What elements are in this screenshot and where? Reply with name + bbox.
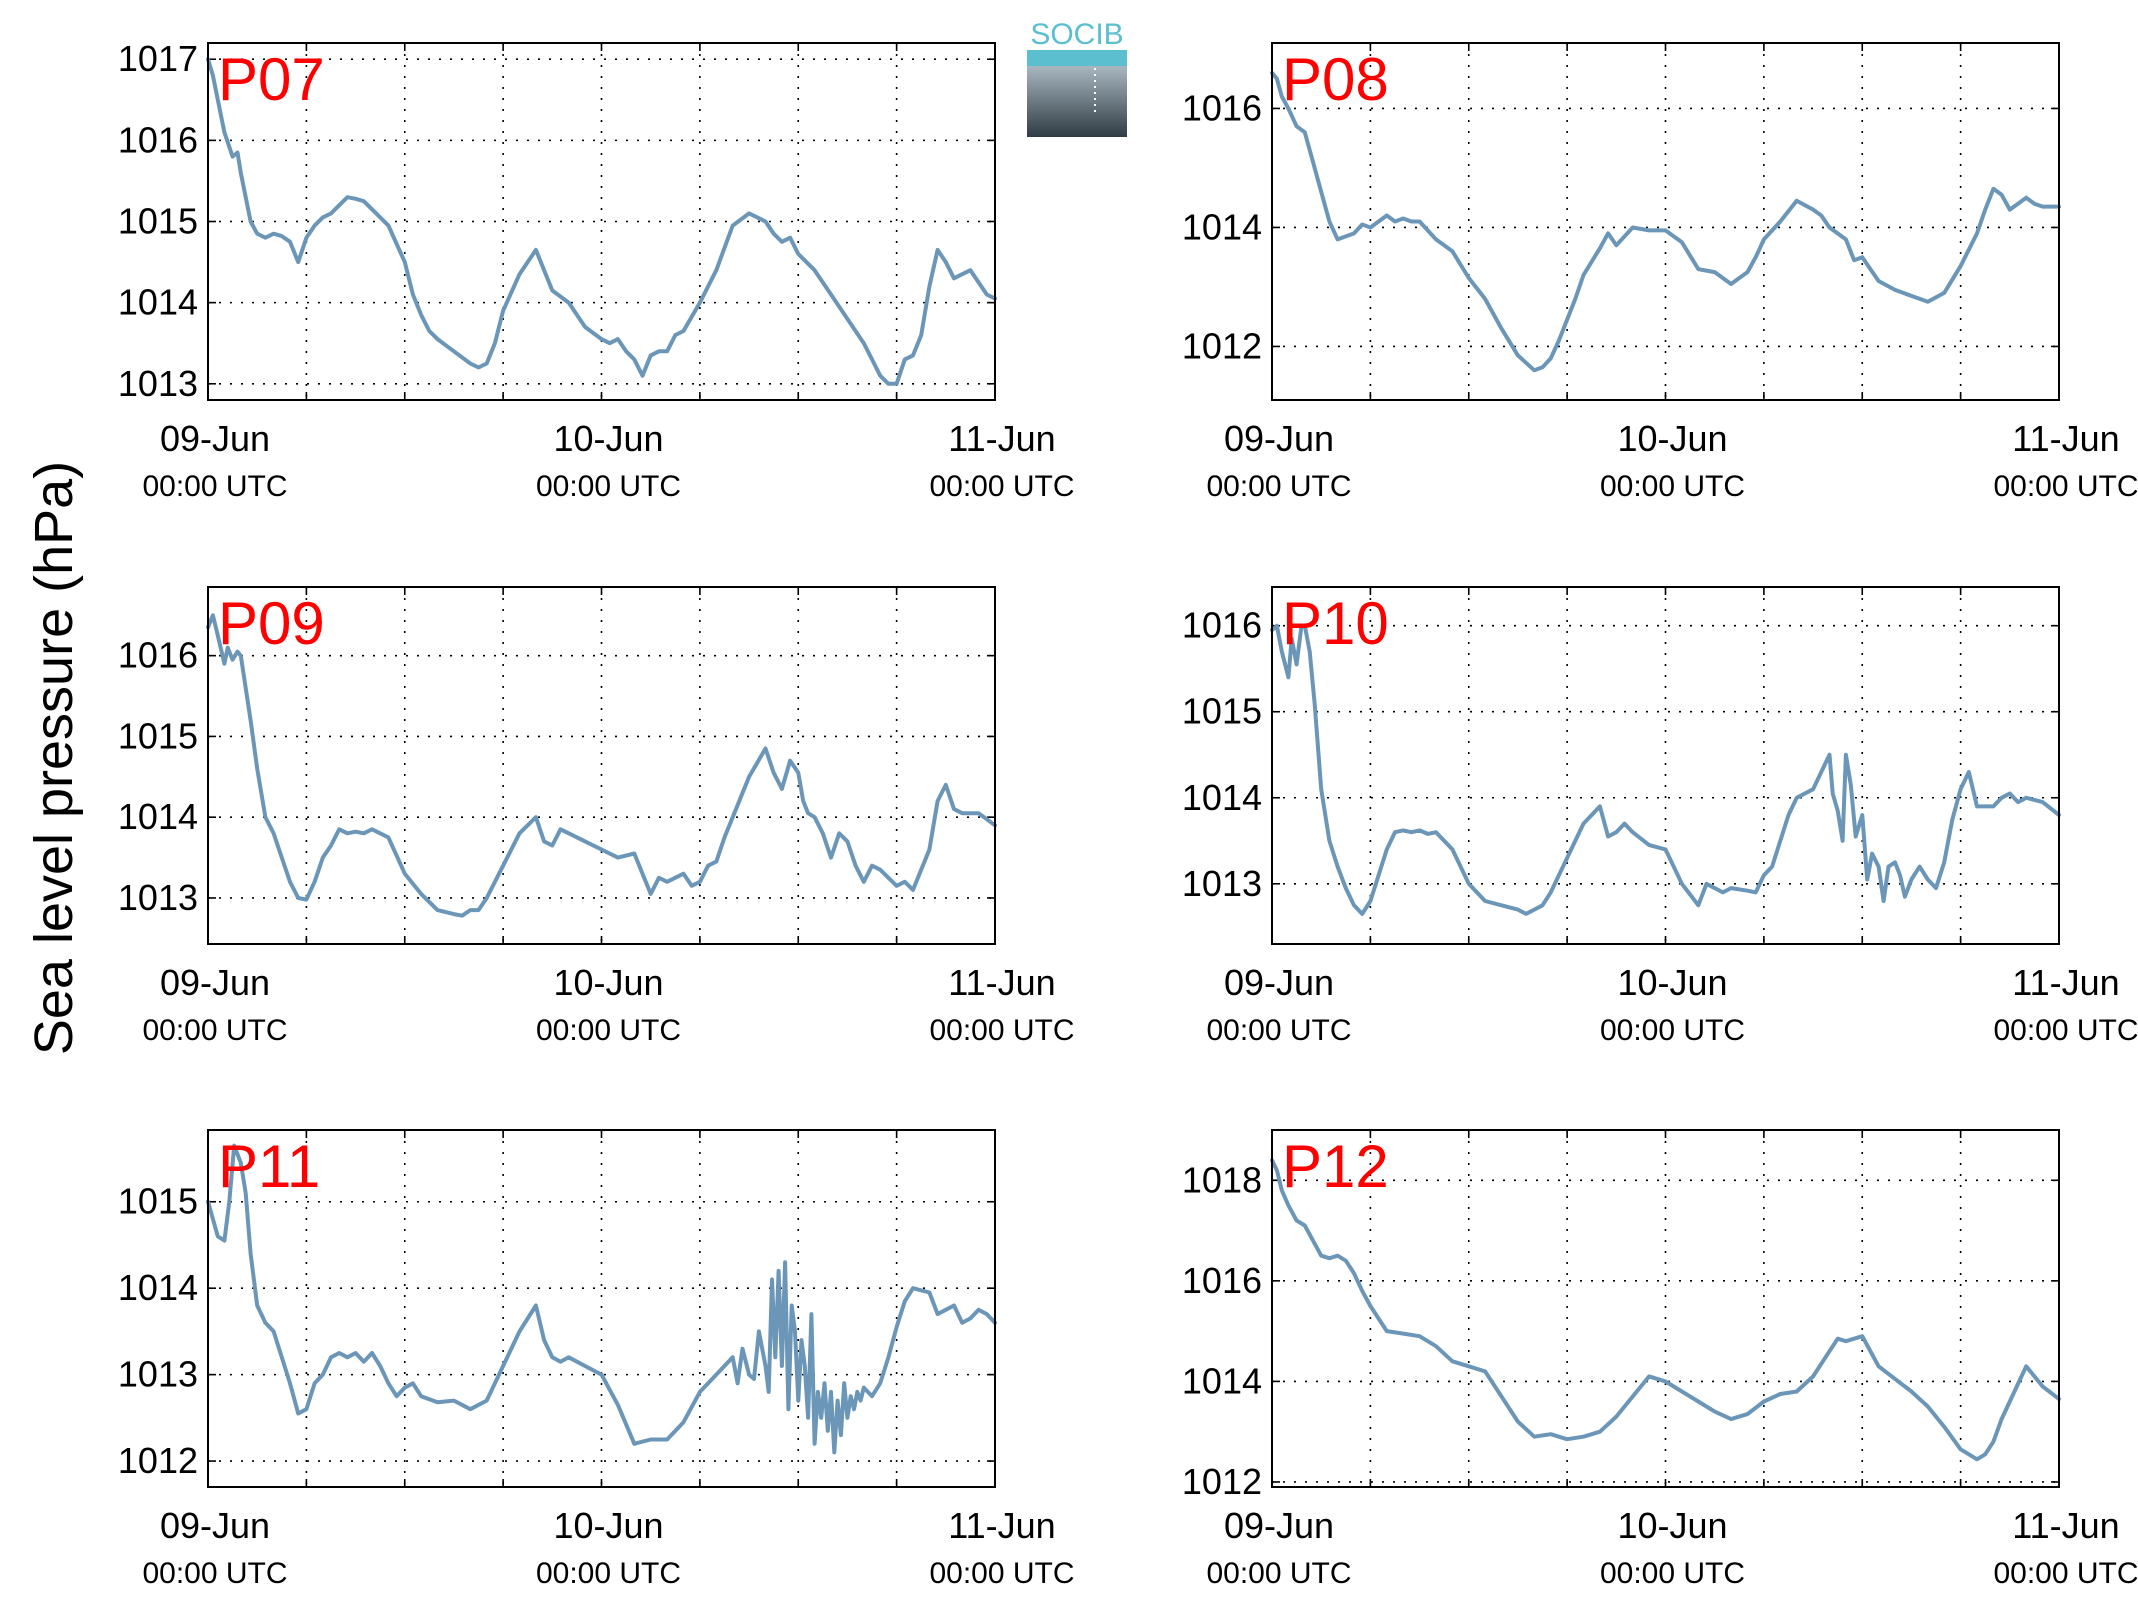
series-line-p12 (1270, 1158, 2061, 1462)
y-tick-label: 1013 (118, 877, 198, 918)
x-tick-label-time: 00:00 UTC (1600, 1557, 1745, 1590)
y-axis-label: Sea level pressure (hPa) (24, 461, 84, 1055)
panel-p09: 1013 1014 1015 1016 09-Jun 00:00 UTC 10-Jun 00:… (118, 586, 1075, 1047)
panel-title: P12 (1282, 1133, 1389, 1200)
y-tick-label: 1013 (118, 363, 198, 404)
x-tick-label-time: 00:00 UTC (536, 1014, 681, 1047)
axis-frame (207, 42, 996, 401)
x-tick-label-date: 09-Jun (1224, 962, 1334, 1003)
y-tick-label: 1012 (1182, 1461, 1262, 1502)
x-tick-label-time: 00:00 UTC (536, 1557, 681, 1590)
panel-title: P10 (1282, 590, 1389, 657)
x-tick-label-date: 11-Jun (2012, 1505, 2119, 1546)
y-tick-label: 1014 (1182, 777, 1262, 818)
x-tick-label-time: 00:00 UTC (929, 1014, 1074, 1047)
x-tick-label-time: 00:00 UTC (929, 470, 1074, 503)
x-tick-label-time: 00:00 UTC (142, 1014, 287, 1047)
panel-p11: 1012 1013 1014 1015 09-Jun 00:00 UTC 10-Jun 00:… (118, 1129, 1075, 1590)
y-tick-label: 1016 (1182, 605, 1262, 646)
x-tick-label-date: 10-Jun (1617, 962, 1727, 1003)
x-tick-label-date: 11-Jun (948, 962, 1055, 1003)
series-line-p10 (1270, 623, 2061, 916)
x-tick-label-date: 11-Jun (948, 1505, 1055, 1546)
y-tick-label: 1014 (118, 1267, 198, 1308)
x-tick-label-date: 10-Jun (1617, 1505, 1727, 1546)
y-tick-label: 1012 (118, 1440, 198, 1481)
x-tick-label-time: 00:00 UTC (536, 470, 681, 503)
y-tick-label: 1015 (1182, 691, 1262, 732)
y-tick-label: 1013 (118, 1354, 198, 1395)
y-tick-label: 1014 (118, 796, 198, 837)
y-tick-label: 1015 (118, 201, 198, 242)
y-tick-label: 1016 (1182, 1260, 1262, 1301)
axis-frame (1271, 1129, 2060, 1488)
x-tick-label-time: 00:00 UTC (1993, 1014, 2138, 1047)
x-tick-label-time: 00:00 UTC (1206, 1014, 1351, 1047)
series-line-p08 (1270, 70, 2061, 373)
panel-p10: 1013 1014 1015 1016 09-Jun 00:00 UTC 10-Jun 00:… (1182, 586, 2138, 1047)
panel-p08: 1012 1014 1016 09-Jun 00:00 UTC 10-Jun 00:00 U… (1182, 42, 2138, 503)
y-tick-label: 1012 (1182, 325, 1262, 366)
panel-title: P09 (218, 590, 325, 657)
socib-logo: SOCIB (1027, 18, 1127, 137)
x-tick-label-date: 10-Jun (1617, 418, 1727, 459)
panel-title: P08 (1282, 46, 1389, 113)
x-tick-label-time: 00:00 UTC (1993, 1557, 2138, 1590)
x-tick-label-date: 09-Jun (1224, 418, 1334, 459)
x-tick-label-date: 09-Jun (160, 962, 270, 1003)
panel-p12: 1012 1014 1016 1018 09-Jun 00:00 UTC 10-Jun 00:… (1182, 1129, 2138, 1590)
x-tick-label-date: 09-Jun (160, 418, 270, 459)
x-tick-label-time: 00:00 UTC (929, 1557, 1074, 1590)
panel-title: P11 (218, 1133, 320, 1200)
y-tick-label: 1016 (118, 119, 198, 160)
y-tick-label: 1016 (118, 635, 198, 676)
y-tick-label: 1013 (1182, 863, 1262, 904)
logo-gradient (1027, 66, 1127, 137)
axis-frame (207, 586, 996, 945)
x-tick-label-time: 00:00 UTC (1993, 470, 2138, 503)
y-tick-label: 1014 (1182, 206, 1262, 247)
y-tick-label: 1015 (118, 715, 198, 756)
axis-frame (1271, 586, 2060, 945)
y-tick-label: 1015 (118, 1181, 198, 1222)
panels: 1013 1014 1015 1016 1017 09-Jun 00:00 UTC 10-Ju… (118, 38, 2138, 1590)
series-line-p11 (206, 1143, 997, 1455)
panel-title: P07 (218, 46, 325, 113)
x-tick-label-time: 00:00 UTC (1206, 1557, 1351, 1590)
x-tick-label-date: 09-Jun (160, 1505, 270, 1546)
x-tick-label-date: 09-Jun (1224, 1505, 1334, 1546)
x-tick-label-date: 11-Jun (2012, 418, 2119, 459)
x-tick-label-time: 00:00 UTC (1206, 470, 1351, 503)
x-tick-label-date: 10-Jun (553, 418, 663, 459)
x-tick-label-time: 00:00 UTC (1600, 470, 1745, 503)
series-line-p09 (206, 613, 997, 918)
axis-frame (207, 1129, 996, 1488)
series-line-p07 (206, 57, 997, 386)
axis-frame (1271, 42, 2060, 401)
y-tick-label: 1014 (118, 282, 198, 323)
logo-band (1027, 50, 1127, 66)
x-tick-label-time: 00:00 UTC (142, 470, 287, 503)
x-tick-label-time: 00:00 UTC (142, 1557, 287, 1590)
x-tick-label-time: 00:00 UTC (1600, 1014, 1745, 1047)
logo-text: SOCIB (1030, 18, 1123, 51)
x-tick-label-date: 10-Jun (553, 1505, 663, 1546)
y-tick-label: 1018 (1182, 1159, 1262, 1200)
panel-p07: 1013 1014 1015 1016 1017 09-Jun 00:00 UTC 10-Ju… (118, 38, 1075, 503)
y-tick-label: 1014 (1182, 1360, 1262, 1401)
y-tick-label: 1016 (1182, 87, 1262, 128)
x-tick-label-date: 11-Jun (2012, 962, 2119, 1003)
x-tick-label-date: 10-Jun (553, 962, 663, 1003)
x-tick-label-date: 11-Jun (948, 418, 1055, 459)
y-tick-label: 1017 (118, 38, 198, 79)
